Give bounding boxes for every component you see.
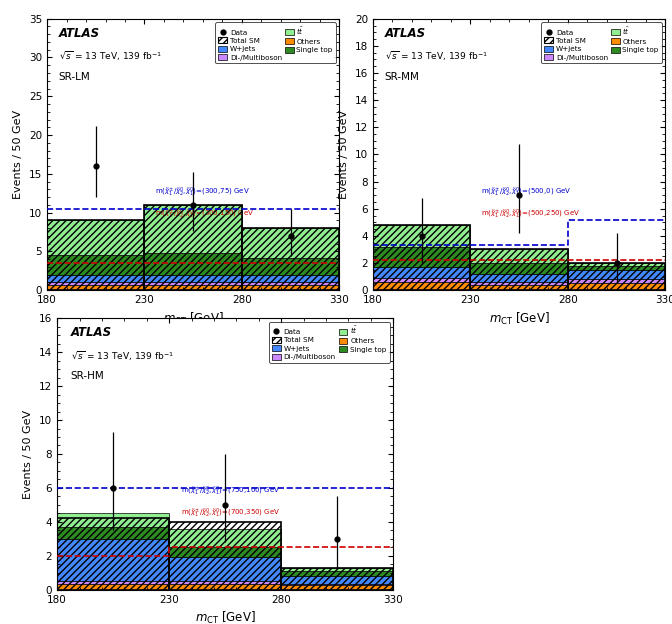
Bar — [470, 285, 568, 290]
Legend: Data, Total SM, W+jets, Di-/Multiboson, $t\bar{t}$, Others, Single top: Data, Total SM, W+jets, Di-/Multiboson, … — [269, 322, 390, 363]
Bar — [169, 583, 281, 590]
Bar — [470, 274, 568, 282]
Bar — [57, 539, 169, 581]
Bar — [242, 285, 339, 290]
Bar — [242, 281, 339, 285]
Bar — [169, 522, 281, 590]
Bar — [281, 585, 393, 590]
Bar — [568, 280, 665, 283]
Y-axis label: Events / 50 GeV: Events / 50 GeV — [24, 409, 34, 499]
X-axis label: $m_{\mathrm{CT}}$ [GeV]: $m_{\mathrm{CT}}$ [GeV] — [163, 311, 224, 327]
Bar — [373, 225, 470, 290]
Bar — [568, 263, 665, 290]
Bar — [373, 267, 470, 278]
Bar — [373, 278, 470, 282]
Text: m($\tilde{\chi}_1^{\pm}$/$\tilde{\chi}_2^{0}$,$\tilde{\chi}_1^{0}$)=(300,75) GeV: m($\tilde{\chi}_1^{\pm}$/$\tilde{\chi}_2… — [155, 186, 250, 199]
Bar — [47, 220, 144, 290]
Bar — [281, 568, 393, 571]
Bar — [470, 250, 568, 263]
Text: m($\tilde{\chi}_1^{\pm}$/$\tilde{\chi}_2^{0}$,$\tilde{\chi}_1^{0}$)=(700,350) Ge: m($\tilde{\chi}_1^{\pm}$/$\tilde{\chi}_2… — [181, 507, 281, 520]
Text: $\sqrt{s}$ = 13 TeV, 139 fb$^{-1}$: $\sqrt{s}$ = 13 TeV, 139 fb$^{-1}$ — [58, 50, 162, 64]
Y-axis label: Events / 50 GeV: Events / 50 GeV — [13, 110, 24, 199]
Bar — [568, 266, 665, 270]
Bar — [47, 275, 144, 281]
X-axis label: $m_{\mathrm{CT}}$ [GeV]: $m_{\mathrm{CT}}$ [GeV] — [489, 311, 550, 327]
Text: SR-LM: SR-LM — [58, 72, 91, 82]
Bar — [169, 547, 281, 557]
Bar — [47, 220, 144, 255]
Text: $\sqrt{s}$ = 13 TeV, 139 fb$^{-1}$: $\sqrt{s}$ = 13 TeV, 139 fb$^{-1}$ — [384, 50, 488, 64]
Text: $\sqrt{s}$ = 13 TeV, 139 fb$^{-1}$: $\sqrt{s}$ = 13 TeV, 139 fb$^{-1}$ — [71, 349, 173, 363]
Bar — [373, 225, 470, 246]
Bar — [281, 583, 393, 585]
Text: ATLAS: ATLAS — [384, 27, 426, 40]
Bar — [144, 275, 242, 281]
Bar — [568, 270, 665, 280]
Bar — [47, 255, 144, 275]
Bar — [242, 228, 339, 258]
Bar — [169, 529, 281, 547]
X-axis label: $m_{\mathrm{CT}}$ [GeV]: $m_{\mathrm{CT}}$ [GeV] — [195, 610, 255, 624]
Bar — [169, 557, 281, 581]
Bar — [57, 514, 169, 527]
Bar — [57, 583, 169, 590]
Text: m($\tilde{\chi}_1^{\pm}$/$\tilde{\chi}_2^{0}$,$\tilde{\chi}_1^{0}$)=(750,100) Ge: m($\tilde{\chi}_1^{\pm}$/$\tilde{\chi}_2… — [181, 485, 281, 499]
Bar — [281, 568, 393, 590]
Bar — [57, 527, 169, 539]
Bar — [470, 282, 568, 285]
Text: SR-HM: SR-HM — [71, 371, 104, 381]
Bar — [242, 228, 339, 290]
Bar — [47, 285, 144, 290]
Legend: Data, Total SM, W+jets, Di-/Multiboson, $t\bar{t}$, Others, Single top: Data, Total SM, W+jets, Di-/Multiboson, … — [216, 22, 336, 64]
Text: ATLAS: ATLAS — [58, 27, 100, 40]
Bar — [568, 263, 665, 266]
Bar — [57, 581, 169, 583]
Bar — [144, 253, 242, 275]
Text: ATLAS: ATLAS — [71, 326, 112, 339]
Y-axis label: Events / 50 GeV: Events / 50 GeV — [339, 110, 349, 199]
Text: SR-MM: SR-MM — [384, 72, 419, 82]
Bar — [281, 571, 393, 576]
Bar — [144, 281, 242, 285]
Bar — [242, 275, 339, 281]
Text: m($\tilde{\chi}_1^{\pm}$/$\tilde{\chi}_2^{0}$,$\tilde{\chi}_1^{0}$)=(300,150) Ge: m($\tilde{\chi}_1^{\pm}$/$\tilde{\chi}_2… — [155, 207, 255, 221]
Legend: Data, Total SM, W+jets, Di-/Multiboson, $t\bar{t}$, Others, Single top: Data, Total SM, W+jets, Di-/Multiboson, … — [542, 22, 662, 64]
Bar — [47, 281, 144, 285]
Bar — [281, 576, 393, 583]
Bar — [568, 283, 665, 290]
Bar — [57, 519, 169, 590]
Bar — [373, 246, 470, 267]
Bar — [373, 282, 470, 290]
Bar — [144, 205, 242, 290]
Bar — [470, 250, 568, 290]
Bar — [169, 581, 281, 583]
Bar — [144, 285, 242, 290]
Text: m($\tilde{\chi}_1^{\pm}$/$\tilde{\chi}_2^{0}$,$\tilde{\chi}_1^{0}$)=(500,0) GeV: m($\tilde{\chi}_1^{\pm}$/$\tilde{\chi}_2… — [481, 186, 572, 199]
Bar — [144, 205, 242, 253]
Bar — [470, 263, 568, 274]
Bar — [242, 258, 339, 275]
Text: m($\tilde{\chi}_1^{\pm}$/$\tilde{\chi}_2^{0}$,$\tilde{\chi}_1^{0}$)=(500,250) Ge: m($\tilde{\chi}_1^{\pm}$/$\tilde{\chi}_2… — [481, 207, 581, 221]
